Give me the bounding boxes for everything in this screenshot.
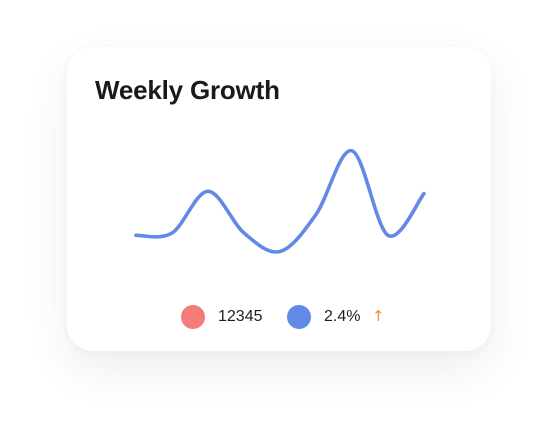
- card-title: Weekly Growth: [95, 75, 280, 105]
- red-dot-icon: [181, 305, 205, 329]
- growth-line-chart: [134, 149, 426, 254]
- chart-legend: 12345 2.4% ↑: [67, 304, 491, 330]
- legend-value-growth: 2.4%: [324, 308, 361, 325]
- series-line: [134, 149, 426, 254]
- weekly-growth-card: Weekly Growth 12345 2.4% ↑: [67, 47, 491, 351]
- legend-value-total: 12345: [218, 308, 263, 325]
- arrow-up-icon: ↑: [372, 307, 385, 325]
- blue-dot-icon: [287, 305, 311, 329]
